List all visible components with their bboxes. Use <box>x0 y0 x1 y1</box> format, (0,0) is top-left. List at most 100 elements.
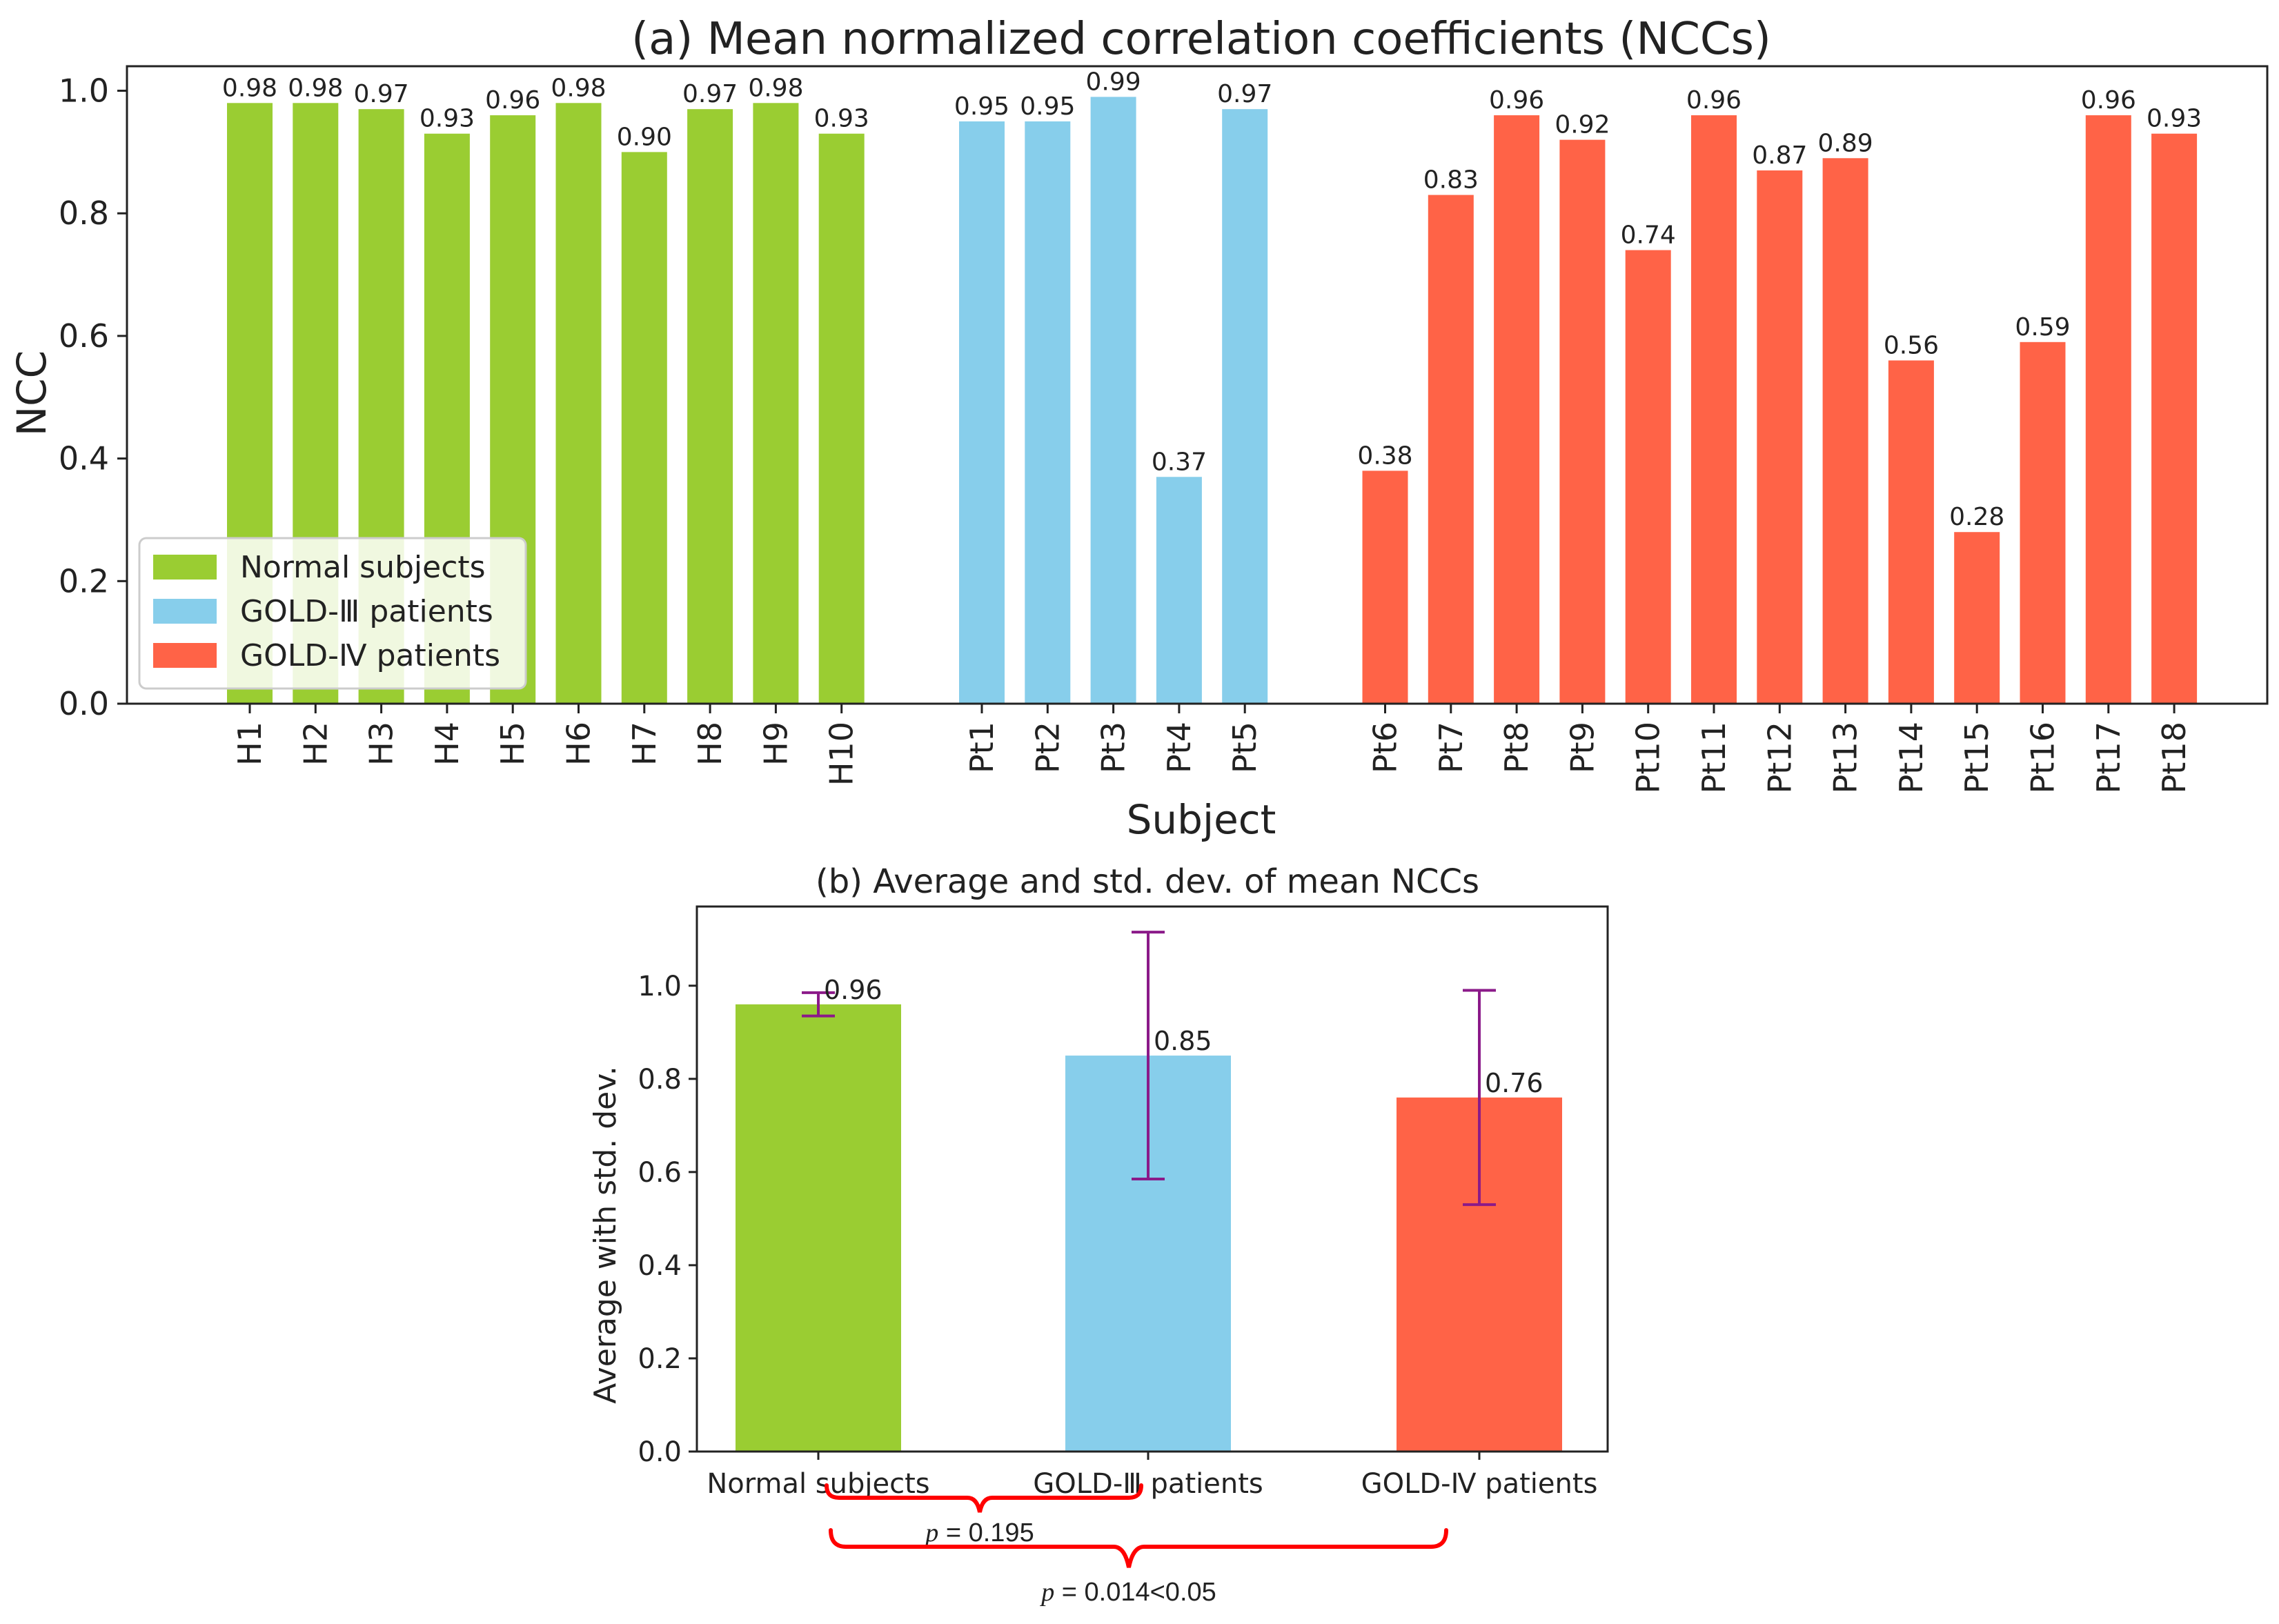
bar-value-label-pt5: 0.97 <box>1217 80 1272 108</box>
bar-value-label-h4: 0.93 <box>420 105 475 133</box>
chart-a-x-tick-label: Pt18 <box>2155 722 2193 793</box>
bar-pt10 <box>1625 250 1671 704</box>
bar-pt2 <box>1025 121 1071 704</box>
chart-a-ncc-by-subject: (a) Mean normalized correlation coeffici… <box>8 14 2269 843</box>
bar-value-label-pt17: 0.96 <box>2081 86 2136 115</box>
bar-h6 <box>555 103 602 704</box>
chart-b-title: (b) Average and std. dev. of mean NCCs <box>816 862 1479 901</box>
bar-pt4 <box>1156 477 1202 704</box>
bar-pt5 <box>1222 109 1268 704</box>
bar-value-label-h3: 0.97 <box>354 80 409 108</box>
bar-value-label-pt15: 0.28 <box>1949 503 2004 531</box>
bar-value-label-pt10: 0.74 <box>1621 221 1676 250</box>
chart-b-x-tick-label: GOLD-Ⅲ patients <box>1033 1468 1263 1500</box>
bar-value-label-pt6: 0.38 <box>1357 442 1412 470</box>
p-value-brace-normal-vs-gold4 <box>829 1528 1448 1568</box>
legend-label-gold4: GOLD-Ⅳ patients <box>240 638 500 673</box>
chart-a-y-axis-label: NCC <box>8 350 55 436</box>
chart-a-x-tick-label: H4 <box>428 722 466 766</box>
legend-swatch-gold4 <box>153 643 217 668</box>
p-value-annotations: p = 0.195 p = 0.014<0.05 <box>825 1483 1448 1607</box>
bar-value-label-pt3: 0.99 <box>1086 68 1141 96</box>
chart-a-x-tick-label: H5 <box>494 722 531 766</box>
chart-a-x-tick-label: H2 <box>297 722 334 766</box>
chart-a-title: (a) Mean normalized correlation coeffici… <box>631 14 1771 65</box>
bar-value-label-pt12: 0.87 <box>1752 141 1807 170</box>
bar-pt17 <box>2085 115 2131 704</box>
bar-value-label-h8: 0.97 <box>682 80 738 108</box>
bar-value-label-pt18: 0.93 <box>2147 105 2202 133</box>
chart-b-y-tick-label: 0.0 <box>638 1436 682 1468</box>
bar-value-label-h9: 0.98 <box>748 74 803 102</box>
bar-pt15 <box>1954 532 2000 704</box>
legend-label-normal: Normal subjects <box>240 550 486 585</box>
legend-swatch-normal <box>153 555 217 580</box>
bar-h7 <box>621 152 667 704</box>
chart-a-x-tick-label: H7 <box>626 722 663 766</box>
p-value-label-normal-vs-gold3: p = 0.195 <box>923 1518 1034 1547</box>
chart-a-x-tick-label: Pt16 <box>2024 722 2062 793</box>
bar-pt16 <box>2020 341 2066 704</box>
chart-a-x-tick-label: Pt1 <box>963 722 1000 773</box>
chart-a-y-tick-label: 0.0 <box>59 685 109 722</box>
bar-value-label-normal-subjects: 0.96 <box>824 975 882 1005</box>
chart-a-x-tick-label: Pt8 <box>1498 722 1535 773</box>
chart-b-y-tick-label: 1.0 <box>638 971 682 1002</box>
bar-pt8 <box>1494 115 1540 704</box>
chart-a-x-tick-label: H9 <box>757 722 794 766</box>
bar-value-label-pt13: 0.89 <box>1818 129 1873 157</box>
bar-pt7 <box>1428 195 1474 704</box>
chart-a-y-tick-label: 1.0 <box>59 72 109 110</box>
bar-value-label-pt2: 0.95 <box>1020 92 1075 121</box>
chart-a-x-tick-label: Pt3 <box>1095 722 1132 773</box>
bar-value-label-pt14: 0.56 <box>1884 331 1939 359</box>
legend-swatch-gold3 <box>153 599 217 624</box>
chart-a-x-tick-label: H8 <box>691 722 729 766</box>
bar-normal-subjects <box>736 1004 901 1452</box>
bar-h8 <box>687 109 733 704</box>
bar-pt14 <box>1888 360 1934 704</box>
bar-value-label-pt1: 0.95 <box>954 92 1009 121</box>
chart-b-x-tick-label: GOLD-Ⅳ patients <box>1361 1468 1598 1500</box>
bar-value-label-pt11: 0.96 <box>1686 86 1742 115</box>
chart-a-x-tick-label: Pt5 <box>1226 722 1263 773</box>
legend-frame <box>138 537 527 690</box>
bar-value-label-h10: 0.93 <box>814 105 869 133</box>
chart-a-x-tick-label: Pt6 <box>1367 722 1404 773</box>
legend-label-gold3: GOLD-Ⅲ patients <box>240 594 493 629</box>
p-value-text: = 0.195 <box>938 1518 1034 1547</box>
bar-h9 <box>753 103 799 704</box>
p-value-text: = 0.014<0.05 <box>1054 1578 1216 1607</box>
p-symbol: p <box>1039 1578 1054 1607</box>
chart-b-x-tick-label: Normal subjects <box>707 1468 929 1500</box>
chart-b-average-std: (b) Average and std. dev. of mean NCCs 0… <box>588 862 1609 1607</box>
chart-a-x-tick-label: Pt15 <box>1958 722 1995 793</box>
chart-a-legend: Normal subjects GOLD-Ⅲ patients GOLD-Ⅳ p… <box>138 537 527 690</box>
bar-pt18 <box>2151 133 2198 704</box>
bar-value-label-pt7: 0.83 <box>1423 166 1479 195</box>
chart-a-x-tick-label: Pt11 <box>1695 722 1733 793</box>
bar-value-label-h7: 0.90 <box>617 123 672 151</box>
chart-a-x-tick-label: H1 <box>231 722 268 766</box>
bar-value-label-h1: 0.98 <box>222 74 277 102</box>
chart-a-x-tick-label: Pt2 <box>1029 722 1066 773</box>
bar-value-label-h2: 0.98 <box>288 74 343 102</box>
bar-pt12 <box>1757 170 1803 704</box>
bar-value-label-gold-patients: 0.85 <box>1154 1026 1212 1056</box>
bar-pt11 <box>1691 115 1737 704</box>
bar-value-label-pt4: 0.37 <box>1152 448 1207 476</box>
chart-a-x-tick-label: Pt7 <box>1432 722 1470 773</box>
chart-b-y-tick-label: 0.2 <box>638 1343 682 1375</box>
chart-b-y-tick-label: 0.6 <box>638 1157 682 1189</box>
chart-a-y-tick-label: 0.6 <box>59 317 109 355</box>
chart-a-x-tick-label: Pt9 <box>1563 722 1601 773</box>
chart-a-y-tick-label: 0.4 <box>59 440 109 477</box>
chart-a-x-tick-label: Pt17 <box>2090 722 2127 793</box>
p-symbol: p <box>923 1518 938 1547</box>
bar-pt6 <box>1362 471 1408 704</box>
bar-value-label-gold-patients: 0.76 <box>1485 1068 1543 1098</box>
bar-value-label-h6: 0.98 <box>551 74 606 102</box>
chart-a-x-tick-label: Pt4 <box>1161 722 1198 773</box>
chart-a-x-tick-label: Pt13 <box>1827 722 1864 793</box>
